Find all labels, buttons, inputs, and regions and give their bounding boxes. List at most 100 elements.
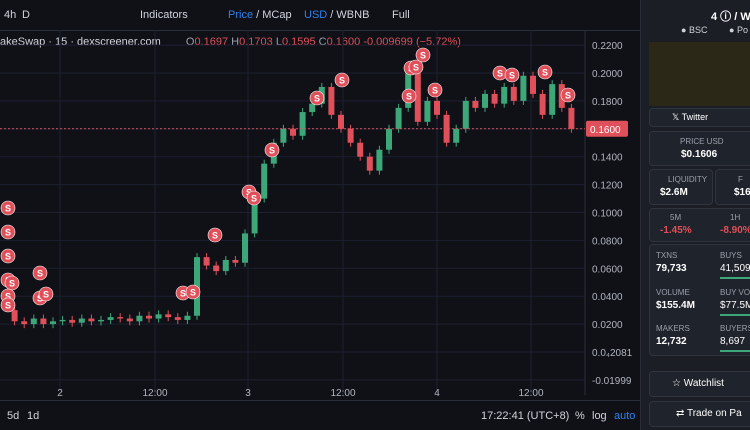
- sell-marker: S: [264, 142, 280, 158]
- sell-marker: S: [537, 64, 553, 80]
- candle-body: [222, 259, 229, 272]
- full-button[interactable]: Full: [392, 9, 410, 21]
- watchlist-button[interactable]: ☆ Watchlist: [649, 371, 750, 397]
- sell-marker-label: S: [413, 63, 419, 73]
- auto-button[interactable]: auto: [614, 410, 636, 422]
- y-tick-label: 0.0600: [592, 264, 623, 275]
- buyers: 8,697: [720, 336, 746, 347]
- clock: 17:22:41 (UTC+8): [481, 410, 570, 422]
- y-tick-label: 0.1000: [592, 209, 623, 220]
- sell-marker: S: [427, 82, 443, 98]
- range-1d[interactable]: 1d: [27, 410, 40, 422]
- percent-button[interactable]: %: [575, 410, 585, 422]
- sell-marker-label: S: [269, 146, 275, 156]
- o-label: O: [185, 36, 195, 48]
- candle-body: [539, 93, 546, 115]
- sell-marker-dot: [264, 142, 280, 158]
- price-toggle[interactable]: Price / MCap: [228, 9, 292, 21]
- watchlist-label: Watchlist: [683, 378, 724, 389]
- twitter-label: Twitter: [681, 112, 709, 122]
- sell-marker-label: S: [497, 69, 503, 79]
- candle-body: [88, 318, 95, 322]
- trade-label: Trade on Pa: [686, 408, 742, 419]
- sell-marker-label: S: [37, 294, 43, 304]
- m5-label: 5M: [670, 213, 682, 222]
- currency-toggle[interactable]: USD / WBNB: [304, 9, 369, 21]
- log-button[interactable]: log: [592, 410, 607, 422]
- sell-marker-label: S: [43, 290, 49, 300]
- candle-body: [424, 100, 431, 122]
- pair-title: 4 ⓘ / W: [711, 11, 750, 23]
- x-tick-label: 3: [245, 388, 251, 399]
- price-usd-label: PRICE USD: [680, 137, 724, 146]
- indicators-button[interactable]: Indicators: [140, 9, 188, 21]
- candle-body: [462, 100, 469, 129]
- sell-marker-dot: [427, 82, 443, 98]
- c-label: C: [318, 36, 327, 48]
- x-tick-label: 12:00: [142, 388, 167, 399]
- buys-label: BUYS: [720, 251, 742, 260]
- candle-body: [78, 318, 85, 323]
- price-card: PRICE USD $0.1606: [649, 131, 750, 166]
- sell-marker-label: S: [406, 92, 412, 102]
- sell-marker-dot: [0, 224, 16, 240]
- candle-body: [155, 314, 162, 319]
- candle-body: [146, 315, 152, 319]
- stats-card: TXNS 79,733 BUYS 41,509 VOLUME $155.4M B…: [649, 244, 750, 356]
- y-tick-label: 0.0400: [592, 292, 623, 303]
- candle-body: [165, 314, 172, 318]
- candle-body: [232, 259, 239, 263]
- candle-body: [366, 156, 373, 171]
- usd: USD: [304, 9, 328, 21]
- price-chart: 0.2200 0.2000 0.1800 0.1600 0.1400 0.1200 0.10…: [0, 30, 633, 399]
- x-tick-label: 12:00: [518, 388, 543, 399]
- current-price-box: [586, 120, 628, 137]
- sell-marker-dot: [537, 64, 553, 80]
- sell-marker-label: S: [542, 68, 548, 78]
- sell-marker-dot: [207, 227, 223, 243]
- y-tick-label: 0.2200: [592, 41, 623, 52]
- candle-body: [21, 321, 28, 325]
- sell-marker: S: [0, 297, 16, 313]
- sidebar: 4 ⓘ / W ● BSC ● Po 𝕏 Twitter PRICE USD $…: [640, 0, 750, 430]
- m5: -1.45%: [660, 225, 692, 236]
- sell-marker-label: S: [420, 51, 426, 61]
- interval[interactable]: 4h: [4, 9, 17, 21]
- watchlist-text: ☆ Watchlist: [672, 378, 724, 389]
- fdv-card: F $16: [715, 169, 750, 205]
- banner-image: [649, 42, 750, 106]
- sell-marker: S: [0, 224, 16, 240]
- candle-body: [434, 100, 440, 115]
- sell-marker-dot: [504, 67, 520, 83]
- y-tick-label: 0.0200: [592, 320, 623, 331]
- range-5d[interactable]: 5d: [7, 410, 20, 422]
- candle-body: [549, 84, 556, 115]
- sell-marker: S: [246, 190, 262, 206]
- sell-marker: S: [0, 200, 16, 216]
- sell-marker: S: [560, 87, 576, 103]
- sell-marker: S: [309, 90, 325, 106]
- sell-marker-dot: [32, 265, 48, 281]
- sell-marker: S: [185, 284, 201, 300]
- buys: 41,509: [720, 263, 750, 274]
- candle-body: [203, 257, 210, 266]
- y-tick-label: 0.0800: [592, 236, 623, 247]
- trade-button[interactable]: ⇄ Trade on Pa: [649, 401, 750, 427]
- liquidity-card: LIQUIDITY $2.6M: [649, 169, 713, 205]
- l-label: L: [275, 36, 282, 48]
- sell-marker-dot: [334, 72, 350, 88]
- day-button[interactable]: D: [22, 9, 30, 21]
- sell-marker-dot: [401, 88, 417, 104]
- sell-marker-dot: [246, 190, 262, 206]
- current-price-label: 0.1600: [590, 125, 621, 136]
- twitter-text: 𝕏 Twitter: [672, 112, 709, 122]
- candle-body: [213, 265, 220, 272]
- candle-body: [290, 128, 296, 136]
- candle-body: [30, 318, 37, 325]
- makers-label: MAKERS: [656, 324, 690, 333]
- volume-label: VOLUME: [656, 288, 690, 297]
- candle-body: [98, 319, 104, 322]
- twitter-link[interactable]: 𝕏 Twitter: [649, 108, 750, 127]
- fdv: $16: [734, 187, 750, 198]
